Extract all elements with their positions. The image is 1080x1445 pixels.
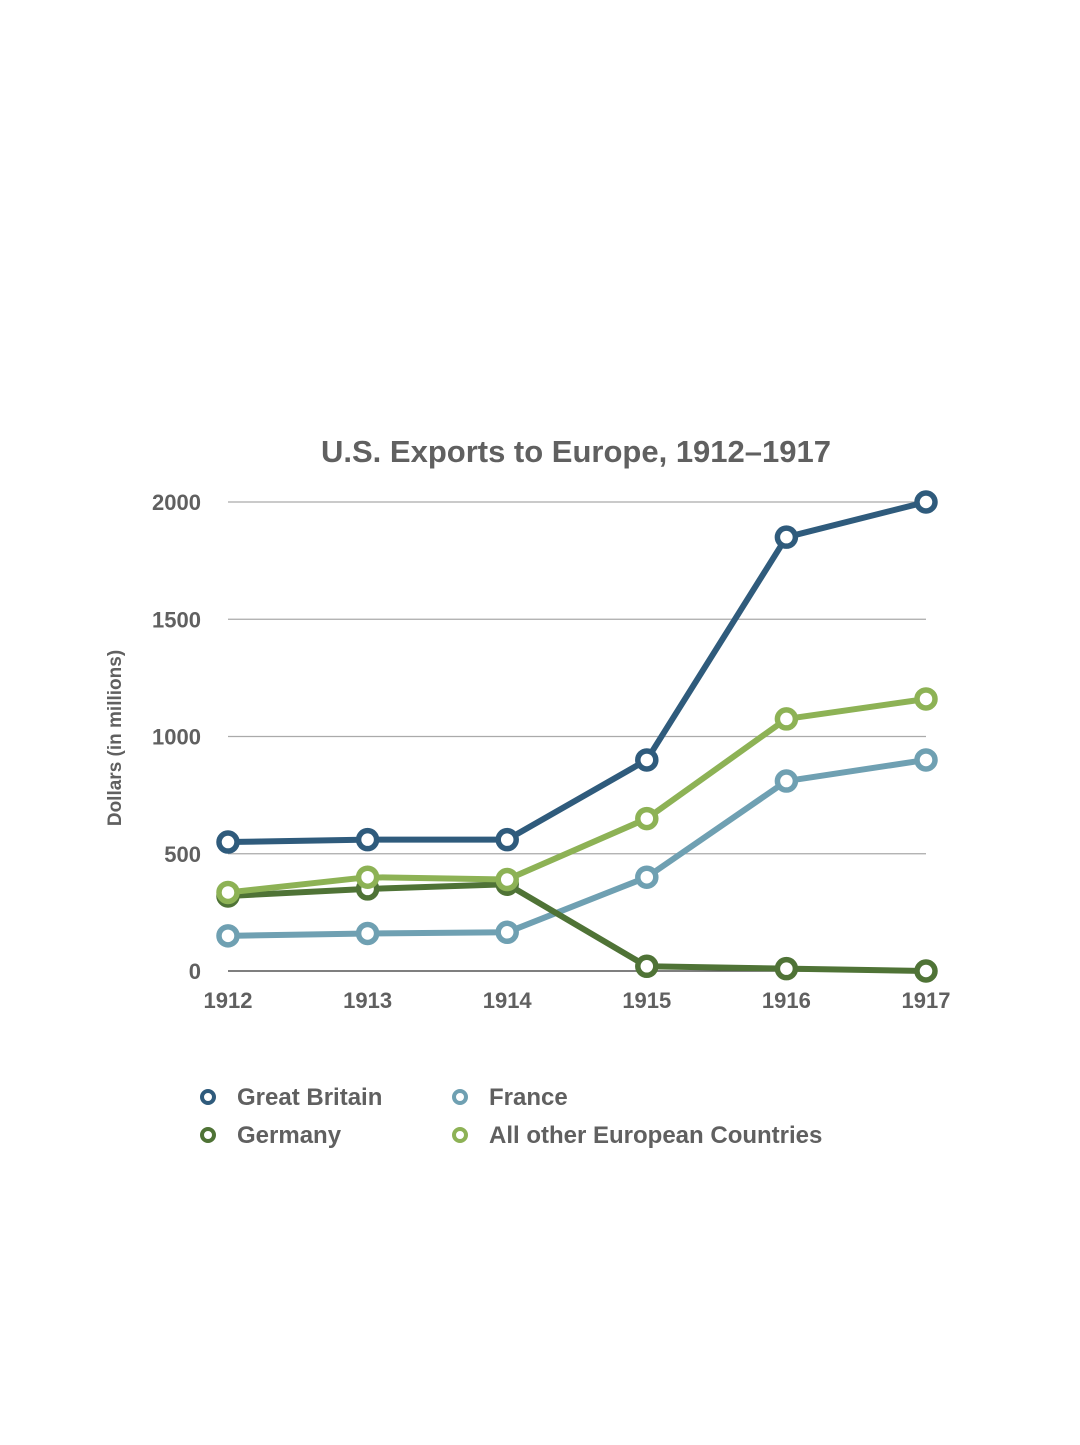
x-tick-label: 1916 xyxy=(762,988,811,1013)
legend-marker xyxy=(200,1127,216,1143)
data-point-germany xyxy=(774,956,799,981)
legend-label: Germany xyxy=(237,1122,342,1149)
chart-title: U.S. Exports to Europe, 1912–1917 xyxy=(321,434,831,469)
data-point-all-other-european-countries xyxy=(635,806,659,831)
data-point-great-britain xyxy=(355,827,380,852)
y-tick-label: 0 xyxy=(189,959,201,984)
data-point-all-other-european-countries xyxy=(495,867,519,892)
x-tick-label: 1915 xyxy=(622,988,671,1013)
legend-label: All other European Countries xyxy=(489,1122,822,1149)
x-tick-label: 1912 xyxy=(204,988,253,1013)
series-line-all-other-european-countries xyxy=(227,696,927,896)
y-tick-label: 1500 xyxy=(152,607,201,632)
series-line-france xyxy=(227,756,927,939)
data-point-all-other-european-countries xyxy=(914,687,938,711)
data-point-great-britain xyxy=(495,827,519,852)
series-line-great-britain xyxy=(227,499,927,846)
legend-marker xyxy=(200,1089,216,1105)
legend-label: Great Britain xyxy=(237,1084,382,1111)
data-point-all-other-european-countries xyxy=(216,880,240,905)
data-point-france xyxy=(216,924,240,948)
data-point-great-britain xyxy=(216,830,240,854)
data-point-france xyxy=(495,920,519,945)
data-point-all-other-european-countries xyxy=(774,707,799,731)
x-tick-label: 1914 xyxy=(483,988,533,1013)
x-tick-label: 1913 xyxy=(343,988,392,1013)
data-point-great-britain xyxy=(914,490,938,514)
y-axis-label: Dollars (in millions) xyxy=(105,650,126,826)
y-tick-label: 500 xyxy=(164,842,201,867)
data-point-germany xyxy=(635,954,659,979)
data-point-all-other-european-countries xyxy=(355,865,380,889)
data-point-france xyxy=(914,748,938,772)
legend-label: France xyxy=(489,1084,568,1111)
y-tick-label: 2000 xyxy=(152,490,201,515)
data-point-great-britain xyxy=(774,525,799,549)
data-point-france xyxy=(355,921,380,946)
data-point-great-britain xyxy=(635,748,659,772)
data-point-france xyxy=(774,769,799,793)
x-tick-label: 1917 xyxy=(902,988,951,1013)
series-line-germany xyxy=(227,881,927,974)
legend-marker xyxy=(452,1127,468,1143)
y-tick-label: 1000 xyxy=(152,725,201,750)
legend-marker xyxy=(452,1089,468,1105)
data-point-france xyxy=(635,865,659,889)
data-point-germany xyxy=(914,959,938,983)
